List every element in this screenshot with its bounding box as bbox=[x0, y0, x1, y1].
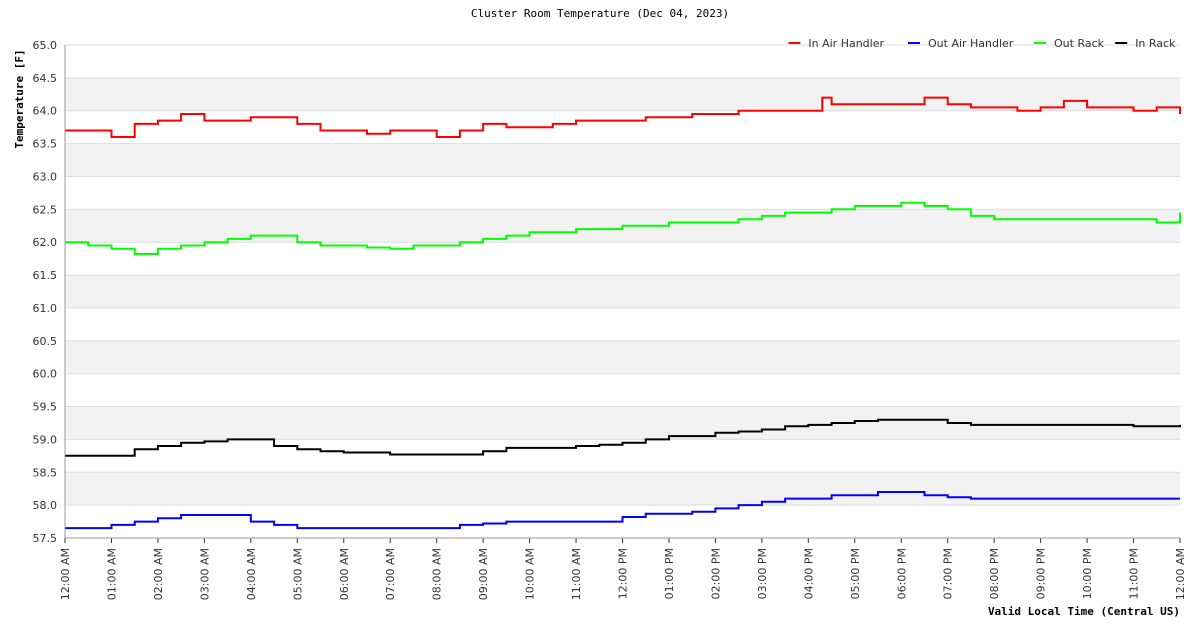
x-tick-label: 08:00 PM bbox=[988, 548, 1001, 599]
x-tick-label: 04:00 AM bbox=[245, 548, 258, 600]
x-tick-label: 12:00 AM bbox=[1174, 548, 1187, 600]
x-tick-label: 07:00 AM bbox=[384, 548, 397, 600]
legend: In Air Handler Out Air Handler Out Rack In … bbox=[788, 37, 1176, 50]
legend-label: Out Rack bbox=[1054, 37, 1105, 50]
x-tick-label: 01:00 PM bbox=[663, 548, 676, 599]
x-tick-label: 09:00 AM bbox=[477, 548, 490, 600]
x-tick-label: 10:00 AM bbox=[524, 548, 537, 600]
grid-band bbox=[65, 275, 1180, 308]
plot-background-bands bbox=[65, 45, 1180, 538]
series-line-out-air-handler bbox=[65, 491, 1180, 530]
y-tick-label: 63.0 bbox=[33, 170, 58, 183]
series-line-out-rack bbox=[65, 201, 1181, 255]
y-tick-label: 59.5 bbox=[33, 401, 58, 414]
y-tick-label: 60.0 bbox=[33, 368, 58, 381]
legend-label: In Air Handler bbox=[808, 37, 884, 50]
grid-band bbox=[65, 143, 1180, 177]
y-tick-label: 63.5 bbox=[33, 138, 58, 151]
x-tick-label: 03:00 PM bbox=[756, 548, 769, 599]
y-tick-label: 59.0 bbox=[33, 433, 58, 446]
x-tick-label: 05:00 PM bbox=[849, 548, 862, 599]
series-line-in-air-handler bbox=[65, 96, 1181, 138]
y-tick-label: 62.5 bbox=[33, 203, 58, 216]
y-axis-label: Temperature [F] bbox=[13, 49, 26, 148]
y-tick-label: 65.0 bbox=[33, 39, 58, 52]
y-tick-label: 60.5 bbox=[33, 335, 58, 348]
x-tick-label: 07:00 PM bbox=[942, 548, 955, 599]
x-tick-label: 08:00 AM bbox=[431, 548, 444, 600]
x-tick-label: 11:00 AM bbox=[570, 548, 583, 600]
y-tick-label: 58.0 bbox=[33, 499, 58, 512]
x-tick-label: 01:00 AM bbox=[105, 548, 118, 600]
series-layer bbox=[65, 96, 1181, 530]
y-tick-label: 61.5 bbox=[33, 269, 58, 282]
x-tick-label: 02:00 AM bbox=[152, 548, 165, 600]
y-tick-label: 64.5 bbox=[33, 72, 58, 85]
x-tick-label: 10:00 PM bbox=[1081, 548, 1094, 599]
grid-band bbox=[65, 406, 1180, 440]
x-tick-label: 06:00 AM bbox=[338, 548, 351, 600]
y-tick-label: 62.0 bbox=[33, 236, 58, 249]
gridlines bbox=[65, 44, 1180, 539]
legend-label: Out Air Handler bbox=[928, 37, 1014, 50]
y-tick-label: 58.5 bbox=[33, 466, 58, 479]
x-tick-label: 12:00 AM bbox=[59, 548, 72, 600]
y-tick-labels: 57.5 58.0 58.5 59.0 59.5 60.0 60.5 61.0 61.5 62.0… bbox=[33, 39, 58, 545]
x-tick-label: 02:00 PM bbox=[709, 548, 722, 599]
x-tick-label: 11:00 PM bbox=[1128, 548, 1141, 599]
y-tick-label: 61.0 bbox=[33, 302, 58, 315]
axes bbox=[64, 45, 1181, 543]
x-tick-label: 09:00 PM bbox=[1035, 548, 1048, 599]
x-axis-label: Valid Local Time (Central US) bbox=[988, 605, 1180, 618]
x-tick-labels: 12:00 AM 01:00 AM 02:00 AM 03:00 AM 04:00 AM… bbox=[59, 548, 1187, 600]
grid-band bbox=[65, 472, 1180, 506]
grid-band bbox=[65, 340, 1180, 374]
x-tick-label: 06:00 PM bbox=[895, 548, 908, 599]
chart-title: Cluster Room Temperature (Dec 04, 2023) bbox=[471, 7, 729, 20]
series-line-in-rack bbox=[65, 418, 1181, 457]
legend-label: In Rack bbox=[1135, 37, 1176, 50]
x-tick-label: 05:00 AM bbox=[291, 548, 304, 600]
x-tick-label: 12:00 PM bbox=[617, 548, 630, 599]
y-tick-label: 64.0 bbox=[33, 105, 58, 118]
grid-band bbox=[65, 77, 1180, 111]
x-tick-label: 03:00 AM bbox=[198, 548, 211, 600]
y-tick-label: 57.5 bbox=[33, 532, 58, 545]
x-tick-label: 04:00 PM bbox=[802, 548, 815, 599]
